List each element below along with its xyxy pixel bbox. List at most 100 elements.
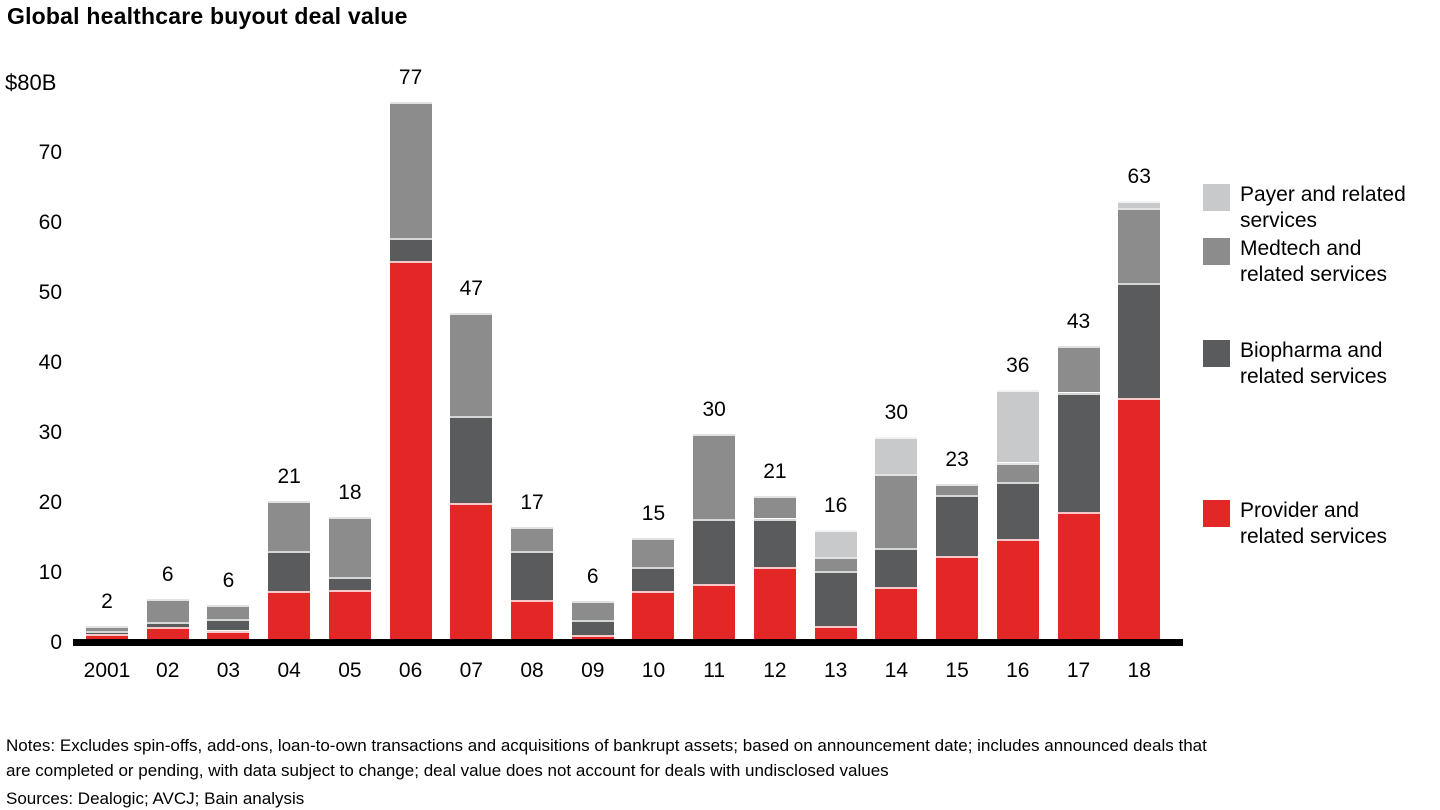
bar-09-segment-medtech <box>571 601 614 620</box>
bar-06-segment-provider <box>389 260 432 641</box>
bar-18-segment-provider <box>1118 398 1161 641</box>
bar-10-segment-biopharma <box>632 566 675 591</box>
bar-13-segment-provider <box>814 625 857 641</box>
bar-15-segment-medtech <box>936 483 979 495</box>
y-axis-tick-40: 40 <box>38 351 62 374</box>
x-axis-label-13: 13 <box>823 659 848 682</box>
bar-total-2001: 2 <box>101 590 113 614</box>
bar-17-segment-biopharma <box>1057 392 1100 512</box>
bar-total-14: 30 <box>884 401 909 425</box>
y-axis-tick-20: 20 <box>38 491 62 514</box>
bar-13-segment-medtech <box>814 557 857 571</box>
x-axis-label-07: 07 <box>459 659 483 682</box>
legend-label: Provider and related services <box>1240 499 1388 548</box>
bar-12-segment-provider <box>753 566 796 641</box>
x-axis-label-12: 12 <box>763 659 787 682</box>
bar-total-06: 77 <box>398 66 423 89</box>
x-axis-label-09: 09 <box>581 659 605 682</box>
bar-07-segment-biopharma <box>450 415 493 504</box>
bar-07-segment-medtech <box>450 313 493 416</box>
x-axis-label-15: 15 <box>945 659 969 682</box>
bar-03-segment-provider <box>207 630 250 641</box>
bar-11-segment-biopharma <box>693 519 736 585</box>
bar-12-segment-medtech <box>753 496 796 519</box>
bar-16-segment-provider <box>996 538 1039 641</box>
bar-02-segment-biopharma <box>146 622 189 627</box>
bar-02-segment-medtech <box>146 599 189 623</box>
x-axis-label-14: 14 <box>884 659 909 682</box>
bar-16-segment-payer <box>996 389 1039 463</box>
bar-05-segment-medtech <box>328 517 371 578</box>
legend-label: Biopharma and related services <box>1240 339 1388 388</box>
legend-swatch-payer <box>1203 184 1230 211</box>
x-axis-label-08: 08 <box>520 659 544 682</box>
bar-10-segment-provider <box>632 590 675 641</box>
bar-15-segment-biopharma <box>936 494 979 556</box>
x-axis-label-2001: 2001 <box>83 659 131 682</box>
bar-04-segment-medtech <box>268 501 311 551</box>
bar-08-segment-biopharma <box>511 551 554 601</box>
bar-total-02: 6 <box>161 563 174 586</box>
bar-total-03: 6 <box>222 569 235 593</box>
bar-total-13: 16 <box>823 494 848 518</box>
y-axis-tick-10: 10 <box>38 561 62 584</box>
legend-swatch-provider <box>1203 500 1230 527</box>
bar-total-11: 30 <box>702 397 726 421</box>
bar-18-segment-payer <box>1118 200 1161 209</box>
bar-07-segment-provider <box>450 503 493 641</box>
bar-08-segment-provider <box>511 600 554 641</box>
notes-line-1: Notes: Excludes spin-offs, add-ons, loan… <box>6 736 1207 755</box>
bar-12-segment-biopharma <box>753 518 796 567</box>
y-axis-top-label: $80B <box>5 70 57 95</box>
bar-total-15: 23 <box>945 447 969 471</box>
sources-line: Sources: Dealogic; AVCJ; Bain analysis <box>6 789 305 808</box>
bar-09-segment-provider <box>571 634 614 641</box>
bar-total-04: 21 <box>277 465 301 488</box>
x-axis-label-10: 10 <box>641 659 666 682</box>
y-axis-tick-0: 0 <box>50 631 62 654</box>
legend-swatch-biopharma <box>1203 340 1230 367</box>
bar-2001-segment-medtech <box>86 626 128 632</box>
bar-05-segment-provider <box>328 589 371 641</box>
x-axis-label-02: 02 <box>156 659 180 682</box>
notes-line-2: are completed or pending, with data subj… <box>6 761 889 780</box>
bar-18-segment-biopharma <box>1118 282 1161 399</box>
bar-17-segment-medtech <box>1057 345 1100 393</box>
x-axis-label-04: 04 <box>277 659 301 682</box>
x-axis-label-05: 05 <box>338 659 362 682</box>
bar-10-segment-medtech <box>632 538 675 567</box>
bar-total-08: 17 <box>520 490 544 514</box>
y-axis-tick-50: 50 <box>38 281 62 304</box>
y-axis-tick-70: 70 <box>38 141 62 164</box>
bar-total-10: 15 <box>641 502 666 526</box>
bar-total-09: 6 <box>586 565 599 589</box>
bar-13-segment-biopharma <box>814 571 857 626</box>
bar-14-segment-payer <box>875 437 918 474</box>
x-axis-line <box>73 639 1183 646</box>
x-axis-label-03: 03 <box>216 659 241 682</box>
bar-total-17: 43 <box>1066 309 1091 333</box>
bar-total-18: 63 <box>1127 164 1151 188</box>
bar-14-segment-medtech <box>875 473 918 548</box>
x-axis-label-16: 16 <box>1006 659 1030 682</box>
legend-label: Payer and related services <box>1240 183 1406 232</box>
bar-11-segment-provider <box>693 584 736 641</box>
bar-03-segment-biopharma <box>207 619 250 631</box>
bar-04-segment-provider <box>268 590 311 641</box>
bar-08-segment-medtech <box>511 526 554 552</box>
bar-03-segment-medtech <box>207 605 250 620</box>
y-axis-tick-60: 60 <box>38 211 62 234</box>
bar-04-segment-biopharma <box>268 550 311 591</box>
bar-11-segment-medtech <box>693 433 736 520</box>
x-axis-label-17: 17 <box>1066 659 1091 682</box>
bar-2001-segment-biopharma <box>86 631 128 634</box>
bar-16-segment-biopharma <box>996 482 1039 539</box>
x-axis-label-18: 18 <box>1127 659 1151 682</box>
bar-09-segment-biopharma <box>571 620 614 635</box>
legend-swatch-medtech <box>1203 238 1230 265</box>
bar-total-12: 21 <box>763 460 787 484</box>
chart-title: Global healthcare buyout deal value <box>7 3 408 29</box>
bar-02-segment-provider <box>146 627 189 641</box>
bar-total-07: 47 <box>459 277 483 301</box>
